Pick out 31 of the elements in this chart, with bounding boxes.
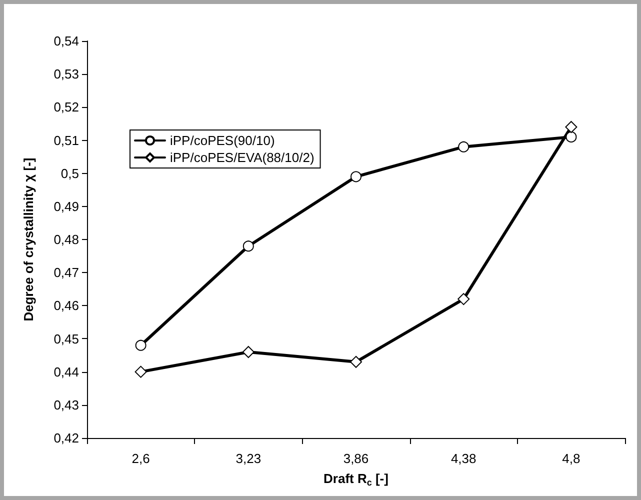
point <box>350 171 362 182</box>
y-tick-label: 0,52 <box>54 100 79 115</box>
point <box>242 240 254 252</box>
legend-label: iPP/coPES/EVA(88/10/2) <box>170 150 314 165</box>
point <box>565 121 578 134</box>
point <box>350 356 362 368</box>
y-tick-label: 0,51 <box>54 132 79 148</box>
x-tick-label: 3,23 <box>236 451 262 466</box>
y-tick-label: 0,43 <box>54 397 79 412</box>
y-tick-label: 0,54 <box>54 34 79 48</box>
y-tick-label: 0,44 <box>54 364 79 380</box>
y-tick-label: 0,45 <box>54 331 79 346</box>
point <box>458 293 470 306</box>
x-tick-label: 2,6 <box>132 451 150 466</box>
point <box>566 131 577 142</box>
y-tick-label: 0,49 <box>54 198 79 214</box>
point <box>458 141 470 152</box>
point <box>242 346 254 358</box>
x-tick-label: 4,8 <box>562 451 580 466</box>
legend-label: iPP/coPES(90/10) <box>170 133 275 148</box>
y-tick-label: 0,5 <box>60 166 79 181</box>
x-tick-label: 3,86 <box>343 451 369 466</box>
y-tick-label: 0,53 <box>54 66 79 82</box>
y-tick-label: 0,42 <box>54 430 79 446</box>
y-tick-label: 0,48 <box>54 232 79 247</box>
point <box>135 340 146 351</box>
y-axis-title: Degree of crystallinity χ [-] <box>21 158 36 322</box>
x-tick-label: 4,38 <box>450 451 476 466</box>
y-tick-label: 0,47 <box>54 265 79 280</box>
y-tick-label: 0,46 <box>54 298 79 314</box>
point <box>134 366 147 378</box>
